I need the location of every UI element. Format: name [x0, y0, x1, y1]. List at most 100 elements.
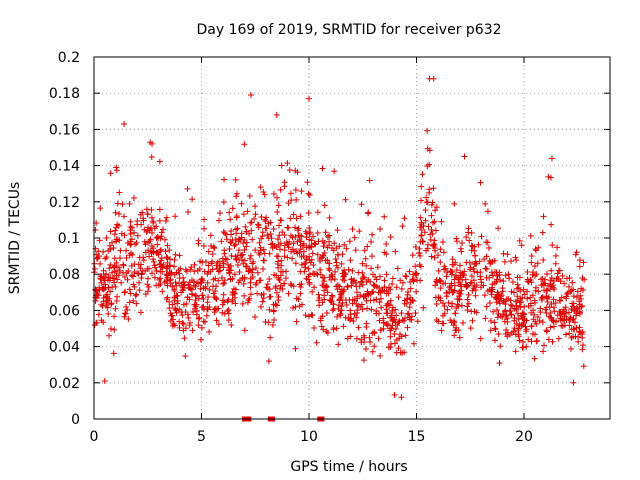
- data-point: [167, 277, 174, 284]
- data-point: [284, 160, 291, 167]
- data-point: [389, 275, 396, 282]
- y-tick-label: 0.12: [49, 195, 80, 211]
- data-point: [351, 277, 358, 284]
- data-point: [232, 176, 239, 183]
- data-point: [212, 294, 219, 301]
- data-point: [114, 293, 121, 300]
- data-point: [155, 282, 162, 289]
- data-point: [552, 260, 559, 267]
- data-point: [357, 292, 364, 299]
- data-point: [406, 268, 413, 275]
- data-point: [516, 322, 523, 329]
- data-point: [477, 179, 484, 186]
- data-point: [393, 284, 400, 291]
- data-point: [330, 326, 337, 333]
- data-point: [489, 281, 496, 288]
- data-point: [120, 213, 127, 220]
- data-point: [297, 213, 304, 220]
- data-point: [530, 307, 537, 314]
- data-point: [329, 307, 336, 314]
- data-point: [463, 282, 470, 289]
- data-point: [221, 250, 228, 257]
- data-point: [109, 239, 116, 246]
- data-point: [483, 274, 490, 281]
- data-point: [235, 247, 242, 254]
- data-point: [425, 223, 432, 230]
- data-point: [427, 236, 434, 243]
- data-point: [140, 257, 147, 264]
- y-tick-labels: 0 0.02 0.04 0.06 0.08 0.1 0.12 0.14 0.16 0.18 0.2: [49, 50, 80, 428]
- data-point: [424, 127, 431, 134]
- data-point: [222, 255, 229, 262]
- data-point: [170, 316, 177, 323]
- data-point: [540, 348, 547, 355]
- data-point: [196, 265, 203, 272]
- data-point: [199, 292, 206, 299]
- data-point: [133, 239, 140, 246]
- data-point: [502, 300, 509, 307]
- data-point: [98, 301, 105, 308]
- data-point: [182, 266, 189, 273]
- data-point: [422, 207, 429, 214]
- data-point: [287, 215, 294, 222]
- data-point: [456, 334, 463, 341]
- data-point: [305, 210, 312, 217]
- data-point: [464, 282, 471, 289]
- data-point: [273, 111, 280, 118]
- data-point: [273, 289, 280, 296]
- data-point: [266, 293, 273, 300]
- data-point: [432, 282, 439, 289]
- data-point: [121, 289, 128, 296]
- data-point: [555, 276, 562, 283]
- data-point: [334, 313, 341, 320]
- data-point: [259, 298, 266, 305]
- data-point: [543, 293, 550, 300]
- data-point: [427, 231, 434, 238]
- data-point: [417, 214, 424, 221]
- data-point: [468, 247, 475, 254]
- data-point: [550, 278, 557, 285]
- data-point: [471, 268, 478, 275]
- data-point: [120, 261, 127, 268]
- data-point: [378, 295, 385, 302]
- data-point: [375, 335, 382, 342]
- data-point: [97, 205, 104, 212]
- data-point: [432, 294, 439, 301]
- data-point: [204, 306, 211, 313]
- data-point: [148, 214, 155, 221]
- data-point: [367, 297, 374, 304]
- data-point: [419, 171, 426, 178]
- data-point: [543, 310, 550, 317]
- data-point: [188, 290, 195, 297]
- data-point: [285, 290, 292, 297]
- data-point: [401, 315, 408, 322]
- data-point: [543, 327, 550, 334]
- data-point: [540, 281, 547, 288]
- data-point: [536, 317, 543, 324]
- data-point: [103, 254, 110, 261]
- data-point: [486, 244, 493, 251]
- data-point: [516, 274, 523, 281]
- data-point: [204, 299, 211, 306]
- data-point: [440, 280, 447, 287]
- data-point: [484, 208, 491, 215]
- data-point: [198, 324, 205, 331]
- data-point: [417, 252, 424, 259]
- data-point: [369, 330, 376, 337]
- data-point: [252, 203, 259, 210]
- data-point: [492, 325, 499, 332]
- data-point: [241, 327, 248, 334]
- data-point: [121, 120, 128, 127]
- data-point: [463, 259, 470, 266]
- data-point: [148, 206, 155, 213]
- data-point: [387, 314, 394, 321]
- data-point: [138, 270, 145, 277]
- data-point: [250, 258, 257, 265]
- data-point: [164, 282, 171, 289]
- data-point: [144, 211, 151, 218]
- data-point: [141, 238, 148, 245]
- data-point: [137, 265, 144, 272]
- data-point: [148, 154, 155, 161]
- data-point: [297, 242, 304, 249]
- data-point: [176, 280, 183, 287]
